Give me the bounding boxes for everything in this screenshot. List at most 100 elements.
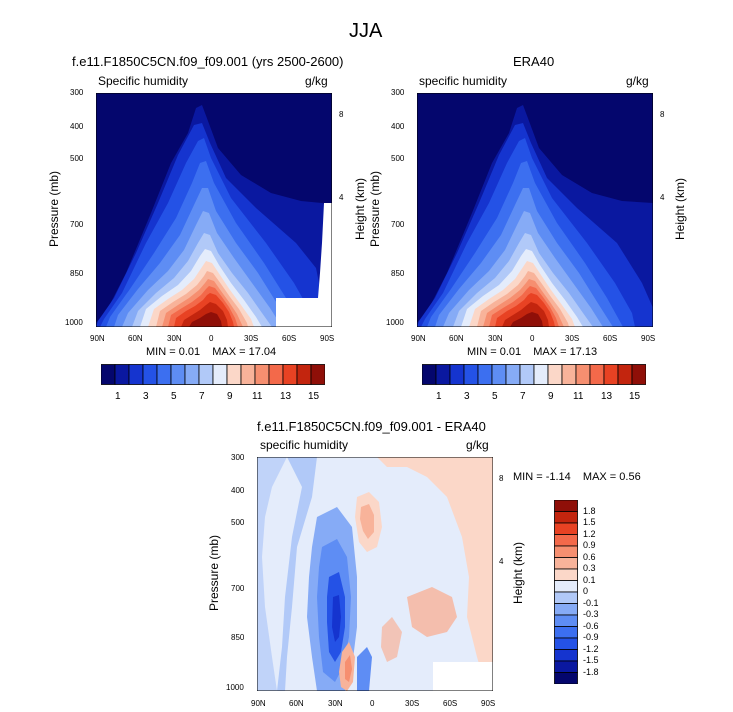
panel2-colorbar [422,364,646,385]
panel1-cb-label-11: 11 [252,391,263,402]
panel3-colorbar-box [554,568,578,581]
panel2-cb-label-1: 1 [436,391,442,402]
panel2-colorbar-box [547,364,563,385]
panel1-colorbar [101,364,325,385]
panel2-cb-label-5: 5 [492,391,498,402]
panel1-ylabel: Pressure (mb) [47,171,61,248]
panel1-colorbar-box [128,364,144,385]
panel1-xtick-30N: 30N [167,334,182,343]
panel2-colorbar-boxes [422,364,646,385]
panel3-stats: MIN = -1.14 MAX = 0.56 [513,471,641,483]
panel3-colorbar-label: -0.9 [583,632,599,642]
panel3-colorbar-label: 1.2 [583,528,596,539]
panel2-colorbar-box [533,364,549,385]
panel3-ytick-300: 300 [231,453,245,462]
panel2-colorbar-box [561,364,577,385]
panel2-colorbar-box [463,364,479,385]
panel3-colorbar-label: 0.9 [583,540,596,550]
panel3-colorbar-box [554,500,578,512]
panel2-xtick-60S: 60S [603,334,618,343]
panel3-max-value: 0.56 [619,471,641,483]
panel1-xtick-60N: 60N [128,334,143,343]
panel1-colorbar-box [310,364,325,385]
panel3-xtick-0: 0 [370,699,375,708]
panel2-xtick-90S: 90S [641,334,656,343]
panel3-colorbar-label: 0.6 [583,551,596,562]
panel3-colorbar-box [554,649,578,662]
panel1-ytick-1000: 1000 [65,318,83,327]
panel3-colorbar-box [554,603,578,616]
panel2-cb-label-7: 7 [520,391,526,402]
panel2-xtick-30N: 30N [488,334,503,343]
panel3-xtick-30N: 30N [328,699,343,708]
panel2-colorbar-box [505,364,521,385]
panel1-colorbar-box [156,364,172,385]
panel3-ytick-right-8: 8 [499,474,504,483]
panel2-ytick-1000: 1000 [386,318,404,327]
panel3-colorbar-box [554,511,578,524]
panel3-colorbar-box [554,580,578,593]
panel1-colorbar-box [198,364,214,385]
panel1-colorbar-boxes [101,364,325,385]
panel2-xtick-30S: 30S [565,334,580,343]
panel3-colorbar-label: -0.3 [583,609,599,619]
panel3-colorbar-box [554,626,578,639]
panel2-title: ERA40 [513,54,555,69]
panel1-colorbar-box [212,364,228,385]
panel2-ytick-850: 850 [391,269,405,278]
panel2-colorbar-box [435,364,451,385]
panel3-ylabel-right: Height (km) [511,542,525,605]
panel3-colorbar-label: -1.8 [583,666,599,677]
panel1-ytick-right-8: 8 [339,110,344,119]
panel3-ytick-1000: 1000 [226,683,244,692]
panel2-colorbar-box [617,364,633,385]
panel3-colorbar-label: 0.3 [583,563,596,573]
panel1-ytick-700: 700 [70,220,84,229]
panel2-ytick-400: 400 [391,122,405,131]
panel3-colorbar-box [554,557,578,570]
panel1-max-label: MAX = [212,346,249,358]
panel3-colorbar-label: -1.5 [583,655,599,665]
panel3-xtick-60S: 60S [443,699,458,708]
panel2-colorbar-box [449,364,465,385]
panel1-colorbar-box [240,364,256,385]
panel3-colorbar-label: -0.6 [583,620,599,631]
panel3-colorbar-label: -0.1 [583,597,599,608]
panel2-cb-label-13: 13 [601,391,613,402]
panel1-colorbar-box [170,364,186,385]
panel1-colorbar-box [101,364,116,385]
panel2-ytick-right-4: 4 [660,193,665,202]
panel3-colorbar-box [554,637,578,650]
panel1-cb-label-3: 3 [143,391,149,402]
panel1-colorbar-box [142,364,158,385]
panel1-ytick-right-4: 4 [339,193,344,202]
panel2-cb-label-3: 3 [464,391,470,402]
panel3-colorbar-boxes [554,500,578,684]
panel1-colorbar-box [226,364,242,385]
panel3-colorbar [554,500,578,684]
panel3-colorbar-label: 0 [583,586,589,596]
panel1-cb-label-9: 9 [227,391,233,402]
panel3-min-label: MIN = [513,471,546,483]
panel3-xtick-60N: 60N [289,699,304,708]
panel3-colorbar-box [554,534,578,547]
panel1-left-label: Specific humidity [98,74,189,88]
panel3-colorbar-box [554,591,578,604]
panel1-ylabel-right: Height (km) [353,178,367,241]
panel1-ytick-500: 500 [70,154,84,163]
panel1-cb-label-13: 13 [280,391,292,402]
panel1-colorbar-box [282,364,298,385]
panel2-colorbar-box [477,364,493,385]
panel1-xtick-90N: 90N [90,334,105,343]
panel2-colorbar-box [575,364,591,385]
panel3-colorbar-label: 0.1 [583,574,596,585]
panel3-colorbar-box [554,545,578,558]
figure-title: JJA [349,20,383,42]
panel1-min-value: 0.01 [178,346,201,358]
panel1-xtick-0: 0 [209,334,214,343]
panel1-stats: MIN = 0.01 MAX = 17.04 [146,346,276,358]
panel1-colorbar-box [296,364,312,385]
panel2-cb-label-9: 9 [548,391,554,402]
panel2-ylabel-right: Height (km) [673,178,687,241]
panel1-max-value: 17.04 [248,346,277,358]
